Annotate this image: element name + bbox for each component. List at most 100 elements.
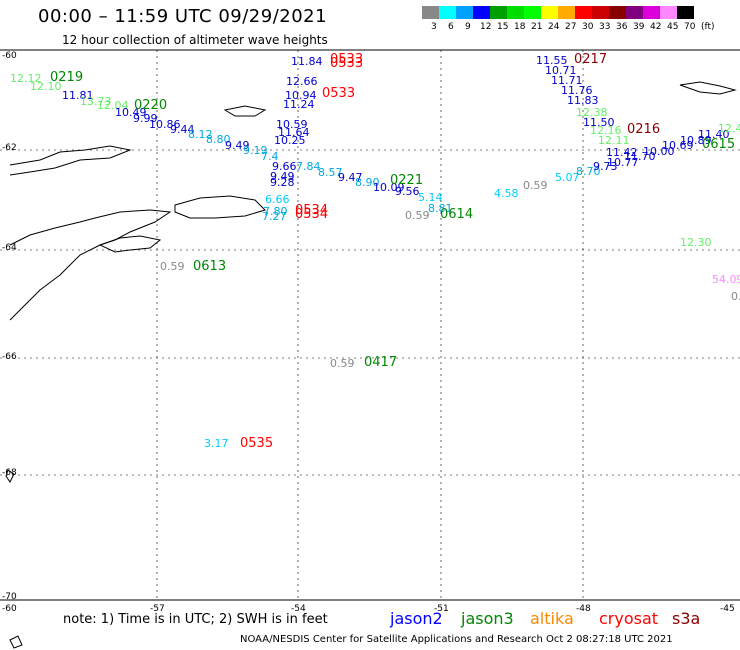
legend-jason2: jason2: [390, 609, 443, 628]
color-swatch: [490, 6, 507, 19]
wave-height-reading: 6.66: [265, 193, 290, 206]
wave-height-reading: 10.09: [373, 181, 405, 194]
wave-height-reading: 9.49: [270, 170, 295, 183]
wave-height-reading: 11.83: [567, 94, 599, 107]
color-scale-tick: 30: [582, 22, 594, 32]
lat-label: -62: [2, 143, 17, 153]
wave-height-reading: 9.49: [225, 139, 250, 152]
coastline-layer: [5, 81, 737, 649]
color-scale-tick: 15: [497, 22, 509, 32]
wave-height-reading: 10.94: [285, 89, 317, 102]
lon-label: -57: [150, 604, 165, 614]
wave-height-reading: 8.90: [355, 176, 380, 189]
color-scale-tick: 12: [480, 22, 492, 32]
lat-label: -66: [2, 352, 17, 362]
pass-time-label: 0220: [134, 98, 168, 113]
pass-time-label: 0217: [574, 52, 608, 67]
color-swatch: [592, 6, 609, 19]
wave-height-reading: 11.55: [536, 54, 568, 67]
wave-height-reading: 54.09: [712, 273, 740, 286]
wave-height-reading: 7.84: [296, 160, 321, 173]
color-swatch: [439, 6, 456, 19]
wave-height-reading: 11.64: [278, 126, 310, 139]
color-scale-tick: 21: [531, 22, 543, 32]
pass-time-label: 0533: [330, 56, 364, 71]
wave-height-reading: 11.71: [551, 74, 583, 87]
color-swatch: [626, 6, 643, 19]
wave-height-reading: 0.59: [160, 260, 185, 273]
wave-height-reading: 10.86: [149, 118, 181, 131]
wave-height-reading: 12.12: [10, 72, 42, 85]
color-scale-tick: 36: [616, 22, 628, 32]
wave-height-reading: 8.57: [318, 166, 343, 179]
wave-height-reading: 8.81: [428, 202, 453, 215]
pass-time-label: 0615: [702, 137, 736, 152]
wave-height-reading: 12.30: [680, 236, 712, 249]
pass-time-label: 0614: [440, 207, 474, 222]
wave-height-reading: 12.10: [30, 80, 62, 93]
pass-time-label: 0216: [627, 122, 661, 137]
wave-height-reading: 9.47: [338, 171, 363, 184]
page-subtitle: 12 hour collection of altimeter wave hei…: [62, 33, 328, 47]
color-scale-bar: [422, 6, 694, 19]
color-scale-tick: 27: [565, 22, 577, 32]
pass-time-label: 0534: [295, 207, 329, 222]
wave-height-reading: 11.70: [624, 150, 656, 163]
color-swatch: [609, 6, 626, 19]
wave-height-reading: 10.71: [545, 64, 577, 77]
wave-height-reading: 9.73: [593, 160, 618, 173]
wave-height-reading: 3.17: [204, 437, 229, 450]
color-scale-tick: 9: [465, 22, 471, 32]
wave-height-reading: 8.80: [206, 133, 231, 146]
color-swatch: [660, 6, 677, 19]
page-title: 00:00 – 11:59 UTC 09/29/2021: [38, 6, 328, 27]
wave-height-reading: 9.56: [395, 185, 420, 198]
wave-height-reading: 10.89: [680, 134, 712, 147]
wave-height-reading: 9.66: [272, 160, 297, 173]
wave-height-reading: 8.12: [188, 128, 213, 141]
color-scale-tick: 45: [667, 22, 679, 32]
wave-height-reading: 7.80: [263, 205, 288, 218]
wave-height-reading: 7.4: [261, 150, 279, 163]
legend-cryosat: cryosat: [599, 609, 659, 628]
pass-time-label: 0219: [50, 70, 84, 85]
pass-time-label: 0533: [330, 52, 364, 67]
lon-label: -51: [434, 604, 449, 614]
footer-note: note: 1) Time is in UTC; 2) SWH is in fe…: [63, 612, 328, 627]
wave-height-reading: 12.11: [598, 134, 630, 147]
lon-label: -60: [2, 604, 17, 614]
wave-height-reading: 0.59: [405, 209, 430, 222]
wave-height-reading: 9.99: [133, 112, 158, 125]
lon-label: -54: [291, 604, 306, 614]
color-scale-tick: 39: [633, 22, 645, 32]
wave-height-reading: 11.24: [283, 98, 315, 111]
wave-height-reading: 12.38: [576, 106, 608, 119]
color-scale-tick: 24: [548, 22, 560, 32]
wave-height-reading: 10.25: [274, 134, 306, 147]
wave-height-reading: 11.81: [62, 89, 94, 102]
color-scale-tick: 3: [431, 22, 437, 32]
wave-height-reading: 12.66: [286, 75, 318, 88]
pass-time-label: 0534: [295, 203, 329, 218]
lat-label: -70: [2, 592, 17, 602]
wave-height-reading: 0.59: [330, 357, 355, 370]
pass-time-label: 0221: [390, 173, 424, 188]
pass-time-label: 0417: [364, 355, 398, 370]
pass-time-label: 0613: [193, 259, 227, 274]
lon-label: -48: [576, 604, 591, 614]
wave-height-reading: 7.27: [262, 210, 287, 223]
color-swatch: [575, 6, 592, 19]
pass-time-label: 0535: [240, 436, 274, 451]
wave-height-reading: 10.49: [115, 106, 147, 119]
wave-height-reading: 12.4: [718, 122, 740, 135]
legend-s3a: s3a: [672, 609, 701, 628]
color-swatch: [456, 6, 473, 19]
color-scale-tick: 42: [650, 22, 662, 32]
graticule: [0, 50, 740, 600]
map-frame: [0, 49, 740, 601]
color-scale-tick: (ft): [701, 22, 715, 32]
color-swatch: [558, 6, 575, 19]
color-swatch: [677, 6, 694, 19]
wave-height-reading: 10.59: [276, 118, 308, 131]
